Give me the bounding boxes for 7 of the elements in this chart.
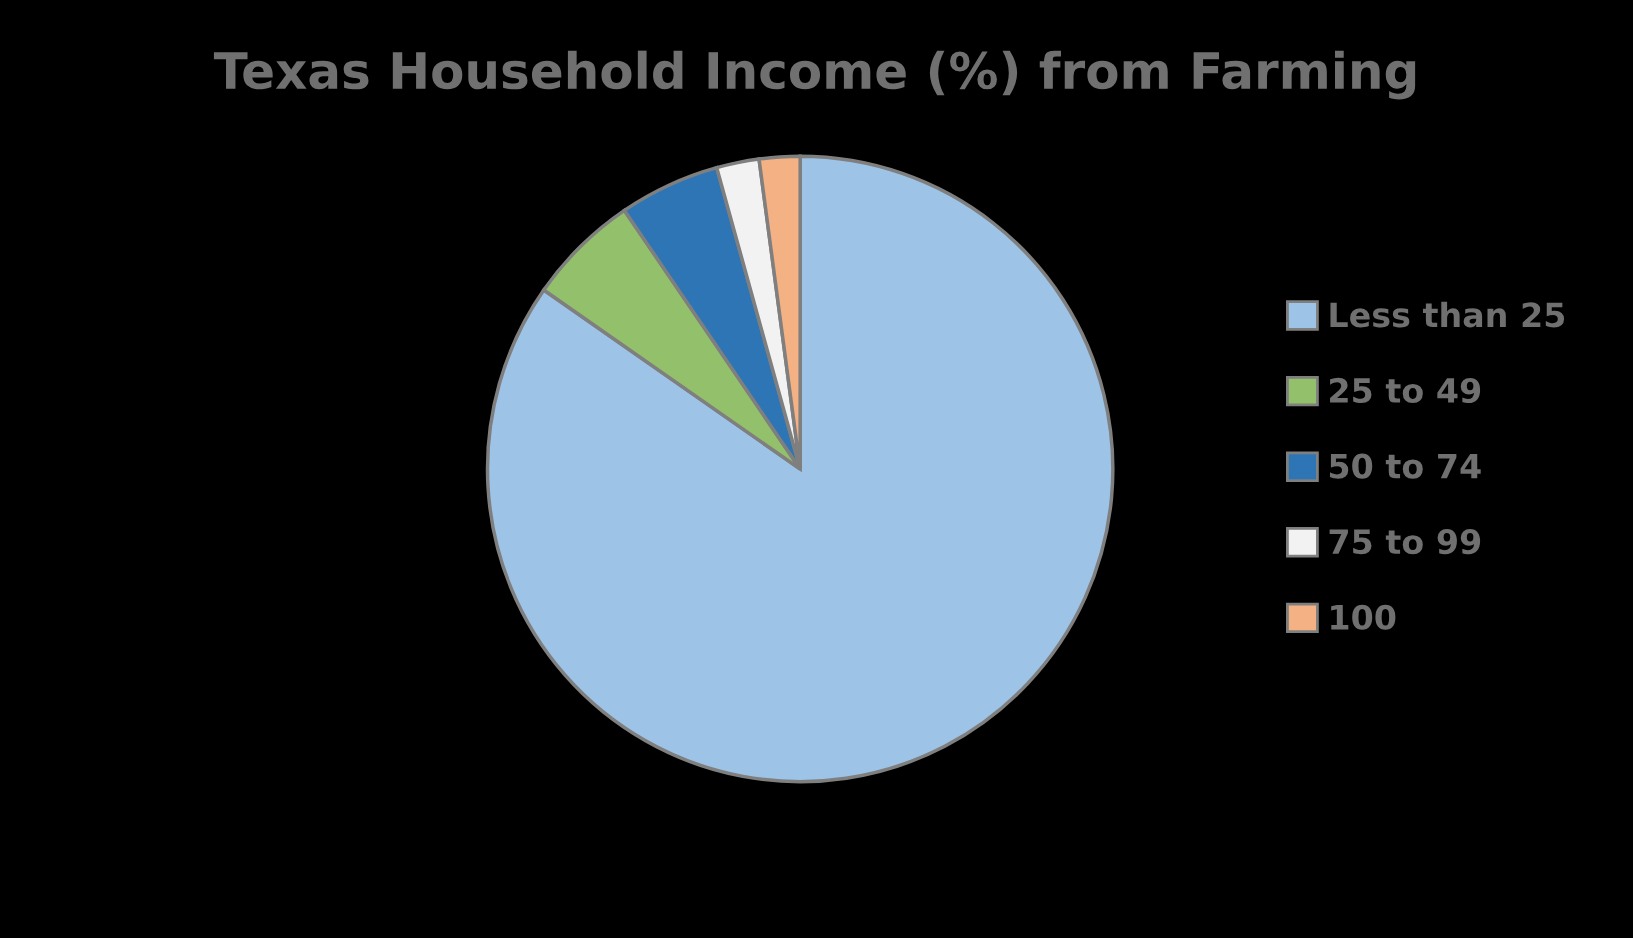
legend-label: Less than 25 (1330, 301, 1565, 328)
legend-label: 25 to 49 (1330, 377, 1481, 404)
chart-title: Texas Household Income (%) from Farming (213, 50, 1416, 100)
legend-label: 50 to 74 (1329, 453, 1481, 479)
legend-label: 100 (1331, 604, 1396, 630)
legend-label: 75 to 99 (1329, 529, 1481, 555)
pie-slice (485, 154, 1115, 784)
